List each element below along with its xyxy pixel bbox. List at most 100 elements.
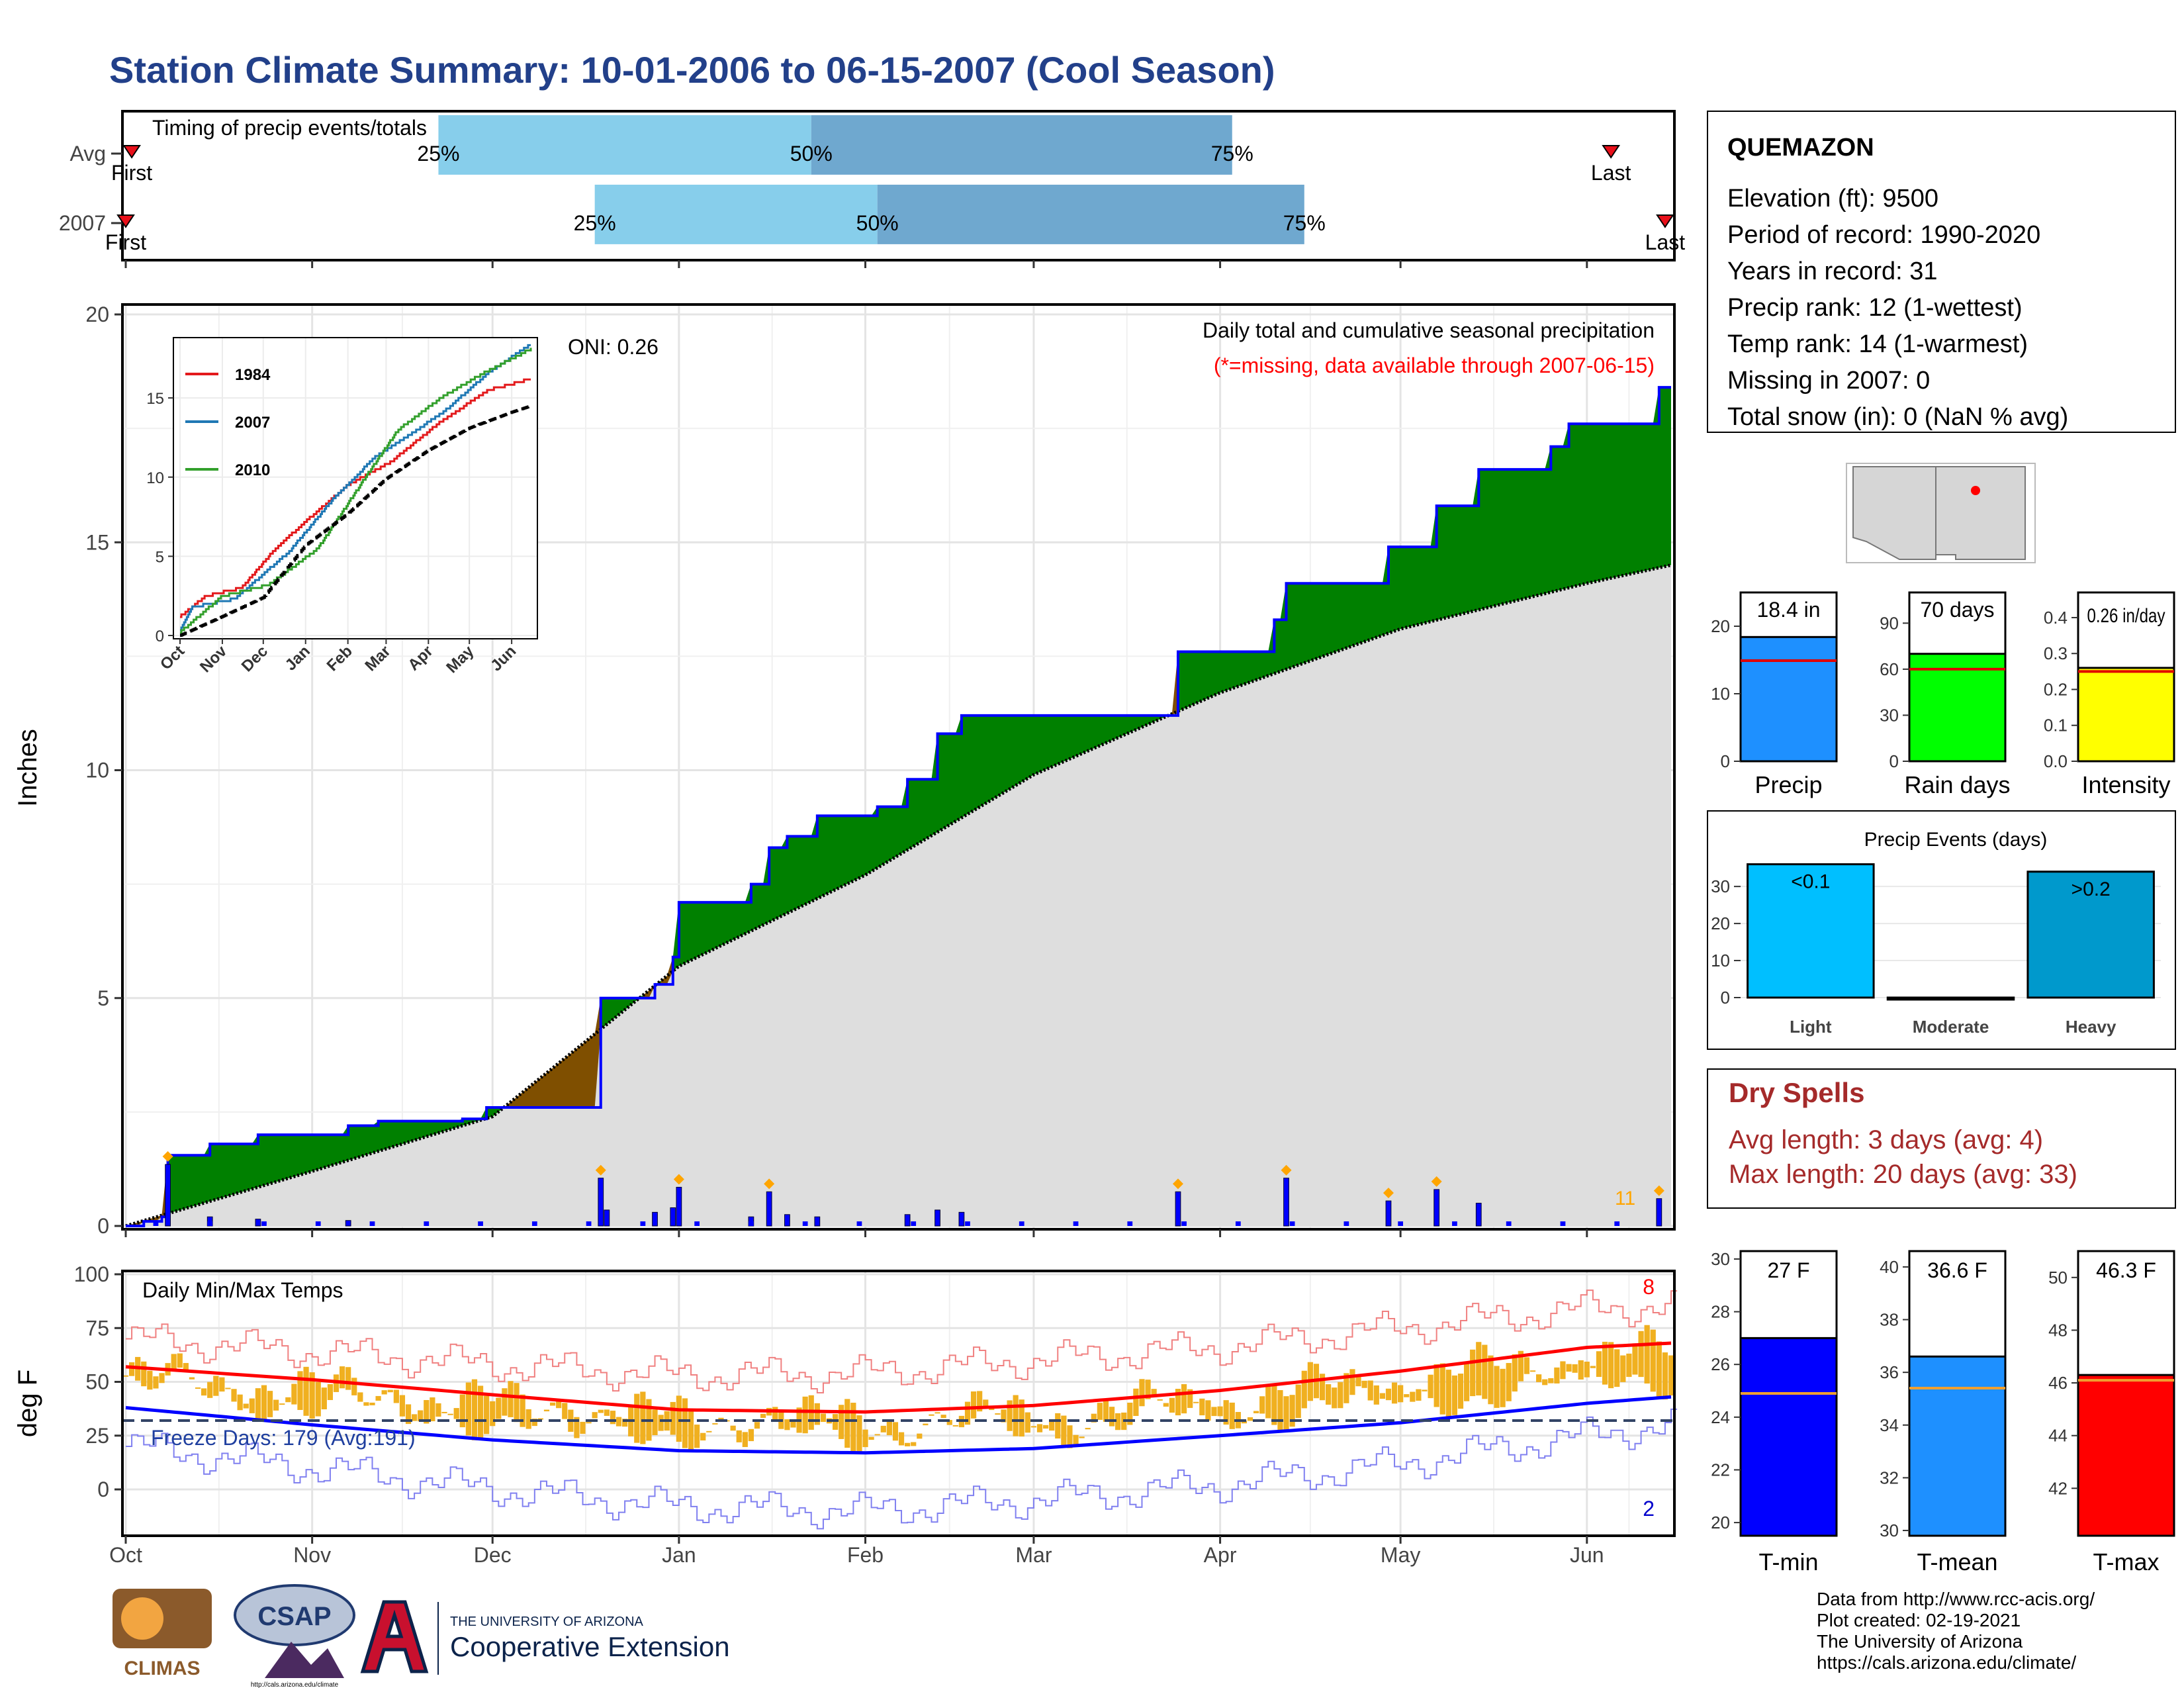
missing-note: (*=missing, data available through 2007-… [1214,353,1655,377]
daily-temp-bar [1560,1361,1566,1380]
inset-y-tick-label: 10 [146,469,164,487]
station-location-marker [1971,486,1980,495]
daily-temp-bar [604,1409,610,1416]
daily-precip-bar [1398,1221,1404,1226]
daily-temp-bar [574,1417,580,1438]
temp-summary-y-tick-label: 32 [1880,1468,1899,1487]
temp-summary-label: T-min [1759,1548,1819,1575]
daily-temp-bar [321,1387,327,1410]
events-bar [1886,996,2015,1001]
temp-summary-y-tick-label: 34 [1880,1415,1899,1435]
daily-temp-bar [285,1397,291,1403]
temp-summary-y-tick-label: 22 [1711,1460,1730,1479]
daily-temp-bar [754,1422,760,1429]
credit-line: The University of Arizona [1817,1631,2023,1652]
daily-temp-bar [195,1387,201,1389]
summary-value-label: 70 days [1920,598,1994,622]
daily-temp-bar [303,1366,309,1416]
daily-temp-bar [122,1375,129,1377]
daily-precip-bar [1433,1189,1440,1227]
extreme-precip-marker [1383,1188,1394,1199]
daily-temp-bar [1049,1419,1055,1431]
daily-precip-bar [531,1221,537,1226]
daily-temp-bar [387,1389,393,1393]
daily-temp-bar [1265,1385,1271,1419]
daily-temp-bar [291,1383,297,1405]
climas-text: CLIMAS [124,1658,201,1679]
temp-summary-y-tick-label: 38 [1880,1310,1899,1330]
daily-temp-bar [1602,1341,1608,1385]
daily-precip-bar [1073,1221,1079,1226]
daily-temp-bar [760,1413,766,1418]
station-line: Total snow (in): 0 (NaN % avg) [1727,403,2068,431]
events-bar-label: <0.1 [1791,871,1830,893]
events-bar [2026,870,2155,999]
credit-line: Plot created: 02-19-2021 [1817,1610,2021,1630]
temp-summary-value-label: 46.3 F [2096,1258,2156,1282]
daily-temp-bar [1109,1407,1115,1427]
daily-temp-bar [1584,1361,1590,1378]
temp-summary-bar [2077,1374,2175,1537]
temp-summary-y-tick-label: 26 [1711,1354,1730,1374]
timing-q75-label: 75% [1211,142,1253,165]
daily-precip-bar [598,1178,604,1227]
timing-row-label: 2007 [59,211,106,235]
precip-deficit-area [504,998,601,1107]
daily-temp-bar [1542,1379,1548,1385]
daily-temp-bar [856,1415,862,1452]
daily-temp-bar [1506,1363,1512,1401]
daily-temp-bar [1536,1374,1542,1382]
daily-temp-bar [183,1363,189,1372]
daily-temp-bar [1668,1355,1674,1396]
precip-y-tick-label: 10 [85,759,109,782]
location-map [1846,463,2036,563]
inset-legend-label: 1984 [235,366,271,384]
daily-precip-bar [1019,1221,1024,1226]
daily-temp-bar [1373,1385,1379,1405]
daily-temp-bar [549,1402,556,1406]
daily-temp-bar [1115,1413,1121,1430]
daily-temp-bar [171,1354,177,1370]
extreme-precip-marker [1172,1178,1183,1190]
summary-y-tick-label: 30 [1880,705,1899,725]
daily-temp-bar [1457,1374,1464,1409]
temp-summary-value-label: 27 F [1767,1258,1809,1282]
temp-summary-label: T-max [2093,1548,2159,1575]
summary-y-tick-label: 0.4 [2044,608,2068,628]
events-category-label: Heavy [2066,1017,2116,1037]
temp-y-tick-label: 25 [85,1424,109,1448]
daily-temp-bar [610,1411,616,1425]
daily-temp-bar [983,1399,989,1407]
daily-temp-bar [1349,1369,1355,1395]
daily-temp-bar [790,1421,796,1428]
cold-days-count: 2 [1643,1497,1655,1521]
daily-temp-bar [1145,1380,1151,1399]
daily-temp-bar [1451,1375,1458,1415]
avg-min-line [125,1395,1672,1455]
temp-y-tick-label: 0 [97,1477,109,1501]
daily-temp-bar [1127,1402,1133,1425]
daily-precip-bar [784,1214,790,1227]
first-event-marker [122,145,141,159]
daily-temp-bar [1157,1399,1163,1401]
timing-frame [121,110,1676,261]
temp-summary-y-tick-label: 30 [1880,1521,1899,1540]
daily-temp-bar [1036,1424,1043,1432]
daily-temp-bar [525,1409,531,1429]
daily-temp-bar [1205,1400,1211,1421]
summary-y-tick-label: 0.3 [2044,643,2068,663]
inset-bg [173,338,537,639]
timing-bar-late [877,185,1304,244]
daily-precip-bar [424,1221,430,1226]
daily-temp-bar [712,1423,718,1425]
daily-precip-bar [652,1211,658,1227]
precip-y-tick-label: 20 [85,303,109,326]
daily-temp-bar [1217,1406,1223,1417]
extreme-precip-marker [673,1174,684,1185]
daily-precip-bar [911,1221,917,1226]
precip-surplus-area [600,995,643,1029]
timing-q25-label: 25% [417,142,459,165]
daily-temp-bar [273,1399,279,1411]
precip-surplus-area [167,1107,505,1214]
